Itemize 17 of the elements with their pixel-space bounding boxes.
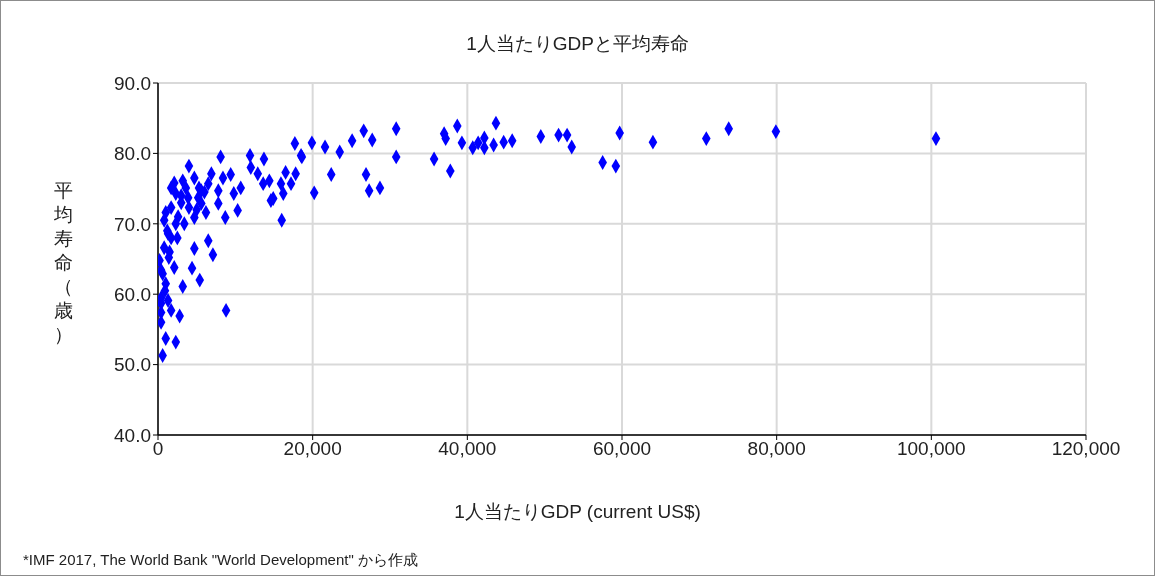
x-tick-label: 100,000 [896, 438, 966, 460]
y-tick-label: 50.0 [114, 354, 151, 376]
y-axis-title: 平均寿命（歳） [52, 179, 74, 347]
y-tick-label: 60.0 [114, 283, 151, 305]
y-tick-label: 90.0 [114, 72, 151, 94]
y-tick-label: 70.0 [114, 213, 151, 235]
x-axis-title: 1人当たりGDP (current US$) [453, 500, 702, 524]
x-tick-label: 20,000 [283, 438, 342, 460]
x-tick-label: 80,000 [747, 438, 806, 460]
y-tick-label: 40.0 [114, 424, 151, 446]
y-tick-label: 80.0 [114, 143, 151, 165]
x-tick-label: 120,000 [1051, 438, 1121, 460]
chart-title: 1人当たりGDPと平均寿命 [465, 32, 690, 56]
x-tick-label: 60,000 [592, 438, 652, 460]
text: *IMF 2017, The World Bank "World Development" から作成 [23, 551, 418, 570]
x-tick-label: 0 [152, 438, 164, 460]
x-tick-label: 40,000 [438, 438, 497, 460]
